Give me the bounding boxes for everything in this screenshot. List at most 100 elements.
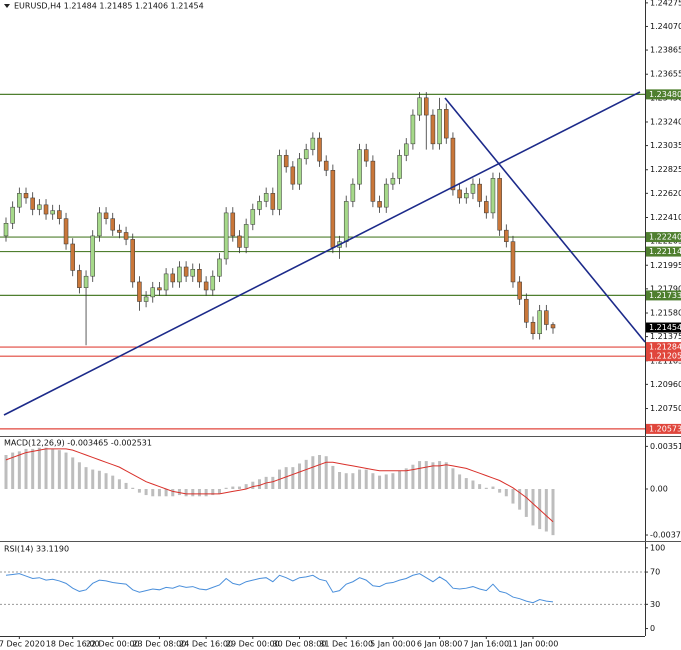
candle-body [30, 197, 35, 210]
candle-body [357, 149, 362, 185]
candle-body [277, 155, 282, 210]
chart-title: EURUSD,H4 1.21484 1.21485 1.21406 1.2145… [14, 2, 204, 11]
macd-bar [84, 467, 88, 489]
candle-body [237, 235, 242, 248]
candle-body [290, 166, 296, 185]
candle-body [537, 310, 542, 334]
candle-body [17, 193, 22, 208]
candle-body [250, 209, 256, 225]
macd-bar [318, 455, 322, 489]
macd-signal-line [5, 448, 554, 523]
macd-bar [151, 489, 155, 497]
macd-bar [57, 450, 61, 489]
candle-body [490, 178, 496, 214]
y-tick-label: -0.00379 [650, 531, 681, 540]
macd-bar [398, 470, 402, 489]
macd-bar [231, 486, 235, 489]
candle-body [303, 149, 309, 160]
candle-body [223, 212, 229, 260]
price-level-label: 1.21733 [649, 291, 681, 300]
candle-body [424, 97, 429, 116]
macd-bar [37, 447, 41, 489]
candle-body [350, 183, 356, 202]
macd-bar [311, 456, 315, 489]
candle-body [470, 183, 476, 194]
candle-body [203, 281, 209, 291]
x-tick-label: 30 Dec 08:00 [273, 640, 327, 649]
macd-bar [237, 486, 241, 489]
candle-body [410, 114, 416, 145]
macd-bar [4, 455, 8, 489]
candle-body [37, 204, 42, 210]
macd-bar [184, 489, 188, 497]
macd-bar [364, 469, 368, 489]
price-level-tag [646, 351, 681, 362]
price-level-tag [646, 290, 681, 301]
price-level-tag [646, 246, 681, 257]
current-price-label: 1.21454 [649, 323, 681, 332]
macd-bar [124, 482, 128, 489]
macd-bar [451, 468, 455, 489]
price-level-label: 1.22240 [649, 233, 681, 242]
y-tick-label: 1.24275 [650, 0, 681, 7]
candle-body [50, 210, 55, 215]
candle-body [317, 137, 322, 162]
price-level-tag [646, 232, 681, 243]
current-price-tag [646, 322, 681, 333]
candle-body [163, 273, 169, 291]
macd-bar [204, 489, 208, 497]
macd-bar [444, 462, 448, 489]
macd-bar [111, 475, 115, 489]
macd-bar [224, 487, 228, 489]
candle-body [457, 189, 462, 199]
candle-body [383, 183, 389, 208]
price-level-tag [646, 89, 681, 100]
macd-bar [371, 473, 375, 489]
candle-body [103, 212, 109, 219]
trend-line [444, 97, 646, 343]
macd-bar [378, 475, 382, 489]
candle-body [90, 235, 95, 277]
candle-body [137, 281, 142, 302]
macd-bar [217, 489, 221, 494]
macd-bar [304, 459, 308, 489]
macd-bar [471, 480, 475, 489]
macd-bar [44, 447, 48, 489]
macd-bar [71, 457, 75, 489]
price-level-tag [646, 423, 681, 434]
x-tick-label: 18 Dec 16:00 [46, 640, 100, 649]
candle-body [43, 204, 49, 215]
candle-body [197, 269, 202, 283]
candle-body [150, 287, 156, 298]
macd-bar [544, 489, 548, 532]
y-tick-label: 100 [650, 543, 665, 552]
candle-body [444, 109, 449, 139]
candle-body [217, 258, 222, 277]
macd-bar [284, 467, 288, 489]
candle-body [130, 239, 135, 283]
macd-bar [137, 489, 141, 493]
macd-bar [431, 462, 435, 489]
candle-body [550, 324, 556, 329]
candle-body [70, 243, 75, 271]
candle-body [210, 275, 216, 291]
y-tick-label: 30 [650, 600, 660, 609]
candle-body [177, 266, 182, 283]
candle-body [544, 310, 549, 325]
candle-body [123, 232, 129, 240]
macd-bar [131, 487, 135, 489]
macd-bar [64, 452, 68, 489]
rsi-line [5, 573, 554, 604]
candle-body [10, 206, 15, 224]
macd-bar [404, 468, 408, 489]
candle-body [77, 270, 82, 288]
macd-bar [518, 489, 522, 510]
macd-bar [251, 481, 255, 489]
y-tick-label: 0.00 [650, 485, 668, 494]
x-tick-label: 17 Dec 2020 [0, 640, 45, 649]
macd-bar [464, 478, 468, 489]
macd-title: MACD(12,26,9) -0.003465 -0.002531 [4, 439, 152, 448]
macd-bar [338, 472, 342, 489]
macd-bar [211, 489, 215, 496]
